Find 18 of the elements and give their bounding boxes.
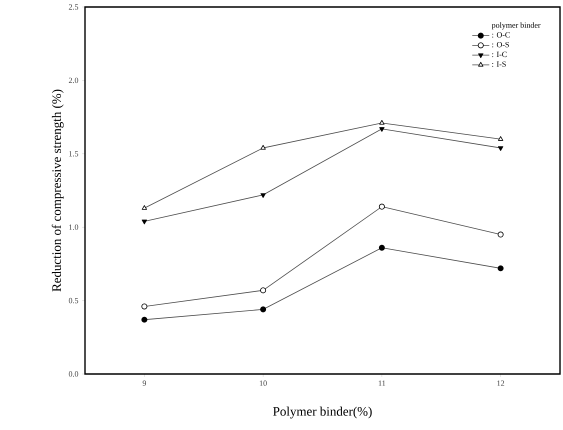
point [498, 232, 504, 238]
point [378, 204, 385, 210]
point [141, 316, 148, 323]
point [379, 120, 385, 125]
point [142, 205, 148, 210]
point [498, 136, 504, 141]
point [141, 303, 148, 310]
point [379, 127, 385, 132]
point [260, 306, 266, 312]
point [260, 193, 266, 198]
point [498, 146, 504, 151]
point [142, 220, 148, 224]
point [260, 144, 266, 150]
x-axis-title: Polymer binder(%) [273, 406, 372, 418]
point [378, 244, 385, 251]
y-axis-title: Reduction of compressive strength (%) [52, 90, 64, 292]
point [260, 287, 266, 294]
point [498, 265, 504, 272]
